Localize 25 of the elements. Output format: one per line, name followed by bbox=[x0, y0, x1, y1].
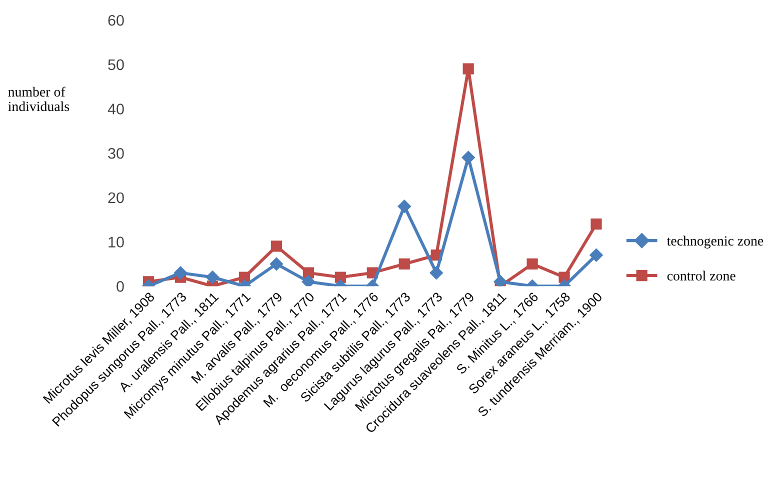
point bbox=[206, 270, 220, 284]
y-tick-label: 60 bbox=[108, 14, 124, 26]
point bbox=[590, 248, 603, 262]
legend-label: control zone bbox=[667, 270, 736, 281]
point bbox=[270, 240, 282, 252]
y-tick-label: 30 bbox=[108, 148, 124, 159]
point bbox=[174, 266, 188, 280]
y-tick-label: 20 bbox=[108, 192, 124, 204]
point bbox=[462, 63, 474, 74]
y-tick-label: 50 bbox=[108, 59, 124, 70]
y-axis-title: number of individuals bbox=[8, 86, 70, 112]
point bbox=[334, 272, 346, 283]
point bbox=[270, 257, 284, 271]
point bbox=[526, 258, 538, 270]
y-tick-label: 40 bbox=[108, 104, 124, 114]
point bbox=[302, 275, 316, 286]
point bbox=[398, 200, 411, 213]
point bbox=[462, 150, 475, 164]
y-tick-label: 10 bbox=[108, 236, 124, 248]
point bbox=[398, 258, 410, 270]
legend-label: technogenic zone bbox=[666, 236, 764, 248]
y-tick-label: 0 bbox=[116, 281, 124, 292]
point bbox=[590, 218, 602, 230]
point bbox=[430, 266, 443, 280]
point bbox=[494, 275, 507, 286]
